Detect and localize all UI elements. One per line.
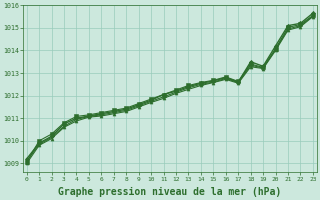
X-axis label: Graphe pression niveau de la mer (hPa): Graphe pression niveau de la mer (hPa) <box>58 187 281 197</box>
